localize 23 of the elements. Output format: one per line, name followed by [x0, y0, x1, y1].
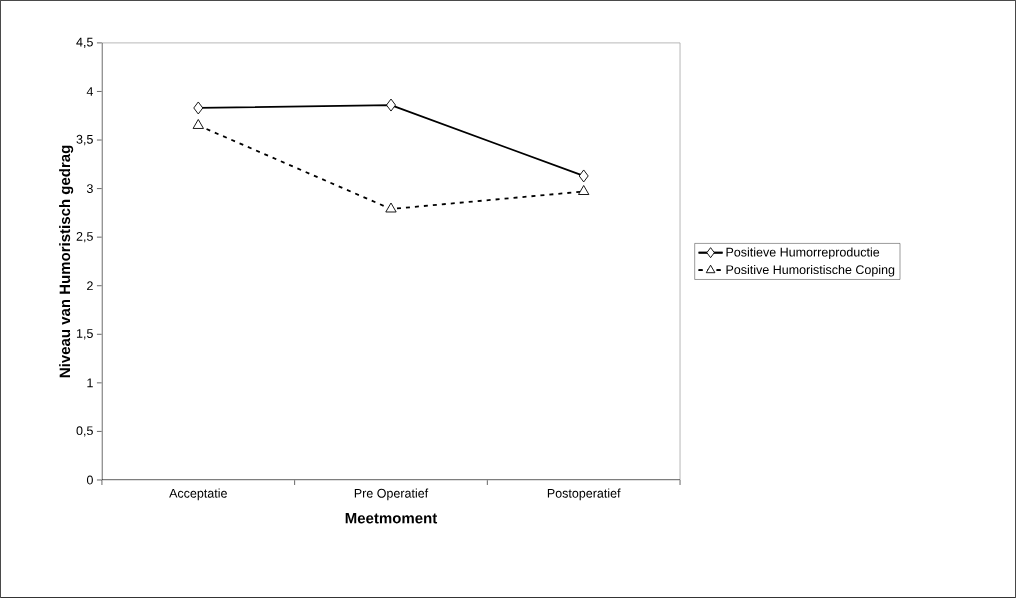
- point: [386, 98, 396, 112]
- y-tick-label: 4,5: [76, 37, 93, 49]
- point: [578, 185, 590, 195]
- y-tick-label: 1,5: [76, 329, 93, 340]
- x-tick-label: Acceptatie: [169, 488, 227, 501]
- y-tick-label: 2: [87, 281, 93, 291]
- x-tick-label: Pre Operatief: [354, 488, 429, 501]
- x-tick-label: Postoperatief: [547, 488, 621, 501]
- x-axis-title: Meetmoment: [345, 513, 438, 524]
- y-tick-label: 3,5: [76, 134, 93, 146]
- legend-label: Positive Humoristische Coping: [726, 264, 895, 277]
- y-tick-label: 0: [86, 475, 93, 485]
- y-tick-label: 4: [86, 87, 94, 96]
- y-axis-title: Niveau van Humoristisch gedrag: [59, 145, 74, 378]
- point: [193, 101, 204, 115]
- y-tick-label: 2,5: [76, 232, 93, 243]
- point: [192, 119, 204, 129]
- legend-label: Positieve Humorreproductie: [726, 247, 880, 260]
- y-tick-label: 0,5: [76, 426, 93, 437]
- y-tick-label: 1: [87, 378, 93, 388]
- point: [385, 202, 397, 213]
- point: [578, 169, 589, 183]
- y-tick-label: 3: [86, 184, 93, 194]
